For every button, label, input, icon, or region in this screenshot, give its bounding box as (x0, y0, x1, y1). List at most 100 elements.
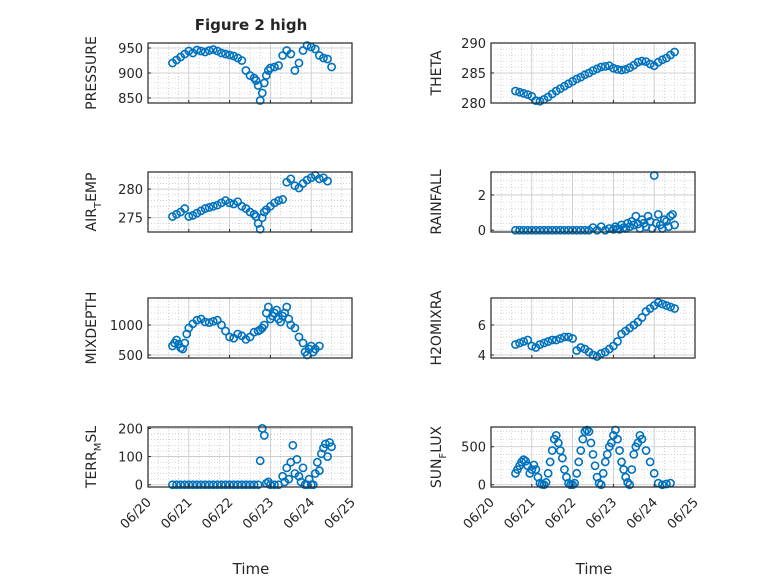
data-point (519, 455, 529, 465)
data-point (511, 225, 520, 235)
data-point (310, 44, 320, 54)
data-point (606, 438, 616, 448)
data-point (204, 480, 214, 490)
data-point (184, 480, 194, 490)
y-axis-label: MIXDEPTH (84, 292, 100, 365)
y-axis-label: AIRTEMP (84, 173, 104, 232)
data-point (245, 480, 255, 490)
data-point (208, 480, 218, 490)
data-point (288, 440, 298, 450)
data-point (625, 222, 635, 232)
data-point (327, 442, 336, 452)
data-point (253, 219, 263, 228)
data-point (265, 480, 275, 490)
data-point (200, 317, 210, 327)
data-point (670, 47, 679, 57)
data-point (204, 46, 214, 55)
y-axis-label: PRESSURE (84, 36, 100, 110)
x-tick-label: 06/23 (240, 495, 277, 532)
data-point (543, 337, 553, 346)
subplot-3: 275 280 AIRTEMP (84, 171, 353, 234)
data-point (615, 446, 624, 455)
data-point (208, 316, 218, 326)
data-point (196, 46, 206, 56)
data-point (519, 337, 529, 346)
data-point (670, 220, 679, 230)
subplot-6: 4 6 H2OMIXRA (429, 290, 696, 366)
data-point (576, 446, 586, 455)
data-point (657, 299, 667, 309)
data-point (625, 480, 635, 490)
data-point (511, 86, 520, 96)
data-point (298, 338, 308, 348)
data-point (257, 88, 267, 98)
data-point (308, 480, 318, 490)
data-point (319, 53, 328, 63)
data-point (670, 304, 679, 313)
data-point (519, 225, 529, 235)
data-point (527, 341, 537, 351)
data-point (192, 45, 202, 55)
data-point (265, 63, 275, 73)
data-point (553, 438, 563, 448)
data-point (547, 335, 557, 345)
axes-box (147, 297, 353, 359)
data-point (535, 96, 545, 106)
data-point (590, 461, 600, 471)
data-point (168, 480, 177, 490)
data-point (653, 209, 663, 219)
data-point (251, 76, 261, 85)
data-point (217, 48, 226, 58)
data-point (290, 323, 300, 333)
data-point (286, 174, 296, 184)
data-point (272, 305, 281, 315)
data-point (314, 466, 324, 476)
data-point (551, 335, 561, 345)
data-point (621, 472, 631, 482)
data-point (515, 338, 524, 348)
data-point (192, 315, 202, 325)
data-point (176, 480, 186, 490)
data-point (629, 449, 639, 459)
data-point (576, 343, 586, 352)
data-point (249, 480, 259, 490)
data-point (653, 298, 663, 307)
y-axis-label: TERRMSL (84, 426, 104, 489)
data-point (555, 446, 565, 455)
data-point (580, 70, 590, 80)
data-point (627, 465, 637, 474)
data-point (564, 332, 573, 342)
data-point (523, 90, 533, 99)
data-point (217, 480, 226, 490)
y-tick-label: 280 (118, 183, 143, 198)
x-tick-label: 06/25 (665, 495, 702, 532)
data-point (255, 456, 265, 466)
data-point (312, 457, 322, 467)
data-point (314, 341, 324, 351)
data-point (325, 438, 334, 447)
data-point (204, 318, 214, 327)
data-point (551, 430, 561, 440)
data-point (545, 457, 555, 467)
data-point (586, 438, 596, 448)
data-point (657, 480, 667, 490)
data-point (200, 204, 210, 213)
data-point (531, 465, 541, 474)
data-point (294, 471, 304, 481)
y-tick-label: 280 (461, 97, 486, 112)
data-point (535, 225, 545, 235)
data-point (217, 320, 226, 330)
y-axis-label: THETA (429, 50, 445, 96)
axes-box (490, 171, 696, 233)
data-point (515, 87, 524, 97)
data-point (286, 49, 296, 59)
data-point (535, 340, 545, 349)
data-point (617, 65, 626, 75)
data-point (657, 55, 667, 65)
data-point (172, 335, 181, 345)
x-tick-label: 06/23 (583, 495, 620, 532)
data-point (225, 332, 234, 342)
y-axis-label: SUNFLUX (429, 425, 449, 488)
y-tick-label: 500 (461, 441, 486, 456)
data-point (221, 49, 230, 59)
